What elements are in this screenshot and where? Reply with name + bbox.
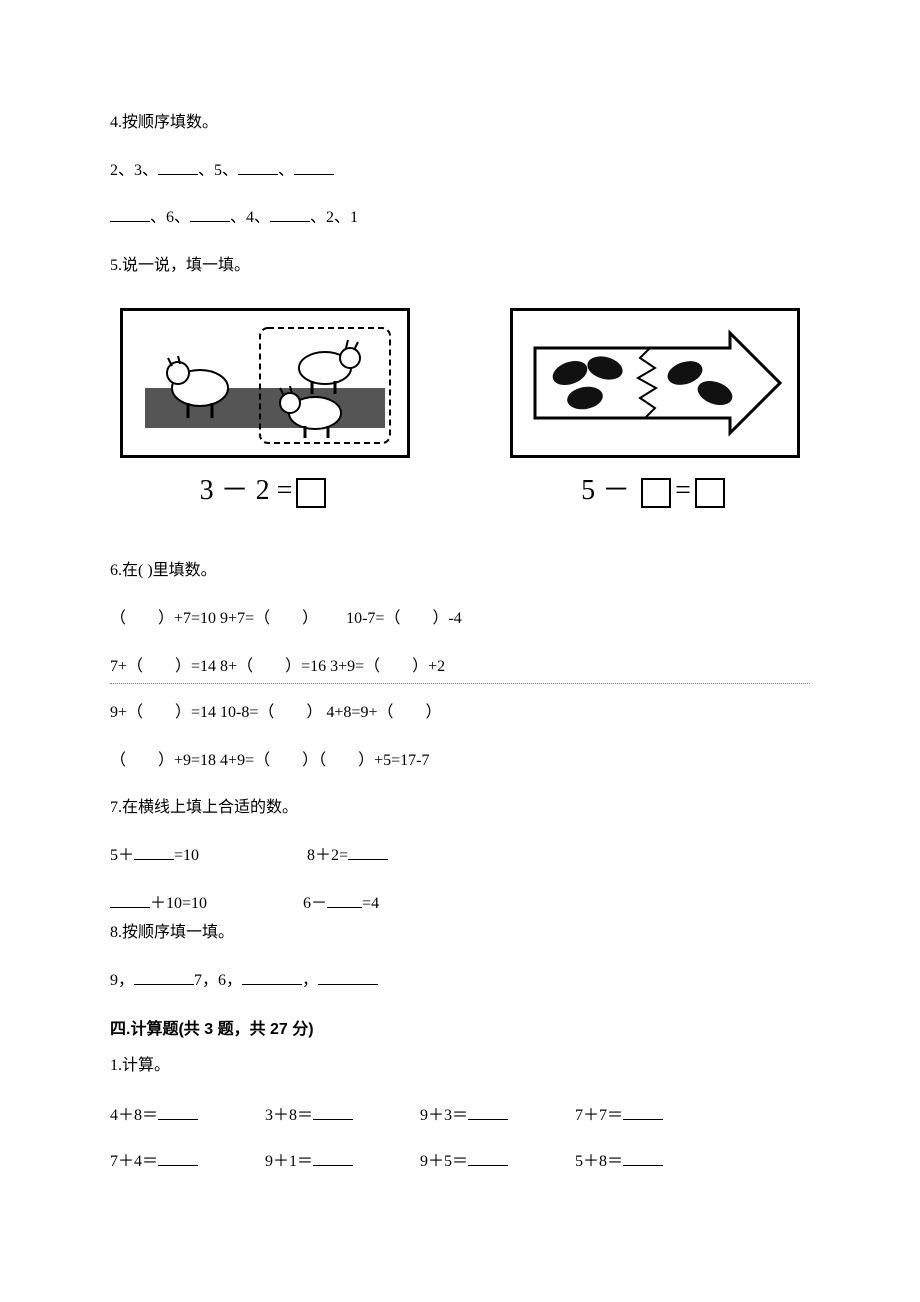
calc-1-4-blank[interactable] xyxy=(623,1104,663,1120)
q7-blank2[interactable] xyxy=(348,844,388,860)
q5-img2-frame xyxy=(510,308,800,458)
q5-eq2: 5 － = xyxy=(581,468,729,508)
q5-img2-box: 5 － = xyxy=(510,308,800,508)
q4-blank-3[interactable] xyxy=(294,159,334,175)
eq1-a: 3 xyxy=(200,475,214,506)
calc-row-1: 4＋8＝ 3＋8＝ 9＋3＝ 7＋7＝ xyxy=(110,1101,810,1125)
q4-line1: 2、3、 、5、 、 xyxy=(110,158,810,184)
q7-title: 7.在横线上填上合适的数。 xyxy=(110,795,810,821)
q7-blank3[interactable] xyxy=(110,892,150,908)
calc-1-1: 4＋8＝ xyxy=(110,1101,265,1125)
q4-l1-c: 、 xyxy=(278,162,294,179)
q7-l2b: 6－ xyxy=(303,895,327,912)
section4-header: 四.计算题(共 3 题，共 27 分) xyxy=(110,1015,810,1039)
q4-blank-1[interactable] xyxy=(158,159,198,175)
q4-l2-a: 、6、 xyxy=(150,209,190,226)
q8-blank1[interactable] xyxy=(134,969,194,985)
q4-blank-5[interactable] xyxy=(190,206,230,222)
q7-l1: 5＋ =10 8＋2= xyxy=(110,843,810,869)
calc-2-2: 9＋1＝ xyxy=(265,1147,420,1171)
calc-2-3-blank[interactable] xyxy=(468,1150,508,1166)
calc-2-2-blank[interactable] xyxy=(313,1150,353,1166)
q7-l1c: 8＋2= xyxy=(307,847,348,864)
calc-1-4-expr: 7＋7＝ xyxy=(575,1107,623,1124)
q4-line2: 、6、 、4、 、2、1 xyxy=(110,205,810,231)
q4-l1-b: 、5、 xyxy=(198,162,238,179)
calc-1-4: 7＋7＝ xyxy=(575,1101,730,1125)
leaves-illustration xyxy=(520,318,790,448)
calc-2-3: 9＋5＝ xyxy=(420,1147,575,1171)
q8-l1c: ， xyxy=(302,972,318,989)
q8-l1: 9， 7，6， ， xyxy=(110,968,810,994)
q8-l1a: 9， xyxy=(110,972,134,989)
eq2-op: － xyxy=(595,475,637,506)
calc-1-2: 3＋8＝ xyxy=(265,1101,420,1125)
calc-1-1-expr: 4＋8＝ xyxy=(110,1107,158,1124)
calc-1-3-expr: 9＋3＝ xyxy=(420,1107,468,1124)
q8-blank2[interactable] xyxy=(242,969,302,985)
q4-l2-b: 、4、 xyxy=(230,209,270,226)
q7-l1a: 5＋ xyxy=(110,847,134,864)
q8-title: 8.按顺序填一填。 xyxy=(110,920,810,946)
q4-l1-a: 2、3、 xyxy=(110,162,158,179)
q4-blank-6[interactable] xyxy=(270,206,310,222)
s4-q1-title: 1.计算。 xyxy=(110,1053,810,1079)
q4-l2-c: 、2、1 xyxy=(310,209,358,226)
calc-1-2-expr: 3＋8＝ xyxy=(265,1107,313,1124)
q7-l2: ＋10=10 6－ =4 xyxy=(110,891,810,917)
eq2-answer-box2[interactable] xyxy=(695,478,725,508)
calc-row-2: 7＋4＝ 9＋1＝ 9＋5＝ 5＋8＝ xyxy=(110,1147,810,1171)
q5-title: 5.说一说，填一填。 xyxy=(110,253,810,279)
calc-1-3: 9＋3＝ xyxy=(420,1101,575,1125)
q7-l1b: =10 xyxy=(174,847,199,864)
q7-l2a: ＋10=10 xyxy=(150,895,207,912)
q5-img1-frame xyxy=(120,308,410,458)
eq1-b: 2 xyxy=(256,475,270,506)
goats-illustration xyxy=(130,318,400,448)
q8-l1b: 7，6， xyxy=(194,972,242,989)
eq1-op: － xyxy=(214,475,256,506)
eq1-eq: = xyxy=(270,475,293,506)
q6-l1: （ ）+7=10 9+7=（ ） 10-7=（ ）-4 xyxy=(110,606,810,632)
eq2-answer-box1[interactable] xyxy=(641,478,671,508)
dotted-separator xyxy=(110,683,810,684)
q5-eq1: 3 － 2 = xyxy=(200,468,331,508)
eq1-answer-box[interactable] xyxy=(296,478,326,508)
q6-l2: 7+（ ）=14 8+（ ）=16 3+9=（ ）+2 xyxy=(110,654,810,680)
calc-2-4-blank[interactable] xyxy=(623,1150,663,1166)
calc-2-3-expr: 9＋5＝ xyxy=(420,1153,468,1170)
calc-2-4-expr: 5＋8＝ xyxy=(575,1153,623,1170)
q7-blank1[interactable] xyxy=(134,844,174,860)
q7-blank4[interactable] xyxy=(327,892,362,908)
q4-blank-4[interactable] xyxy=(110,206,150,222)
calc-2-2-expr: 9＋1＝ xyxy=(265,1153,313,1170)
eq2-eq: = xyxy=(675,475,691,506)
q6-l4: （ ）+9=18 4+9=（ ）（ ）+5=17-7 xyxy=(110,748,810,774)
calc-2-1: 7＋4＝ xyxy=(110,1147,265,1171)
q7-l2c: =4 xyxy=(362,895,379,912)
calc-1-2-blank[interactable] xyxy=(313,1104,353,1120)
q6-title: 6.在( )里填数。 xyxy=(110,558,810,584)
calc-2-4: 5＋8＝ xyxy=(575,1147,730,1171)
q5-images: 3 － 2 = 5 － = xyxy=(120,308,810,508)
calc-1-1-blank[interactable] xyxy=(158,1104,198,1120)
calc-2-1-blank[interactable] xyxy=(158,1150,198,1166)
calc-2-1-expr: 7＋4＝ xyxy=(110,1153,158,1170)
calc-1-3-blank[interactable] xyxy=(468,1104,508,1120)
q4-blank-2[interactable] xyxy=(238,159,278,175)
eq2-a: 5 xyxy=(581,475,595,506)
q6-l3: 9+（ ）=14 10-8=（ ） 4+8=9+（ ） xyxy=(110,700,810,726)
q8-blank3[interactable] xyxy=(318,969,378,985)
q4-title: 4.按顺序填数。 xyxy=(110,110,810,136)
q5-img1-box: 3 － 2 = xyxy=(120,308,410,508)
